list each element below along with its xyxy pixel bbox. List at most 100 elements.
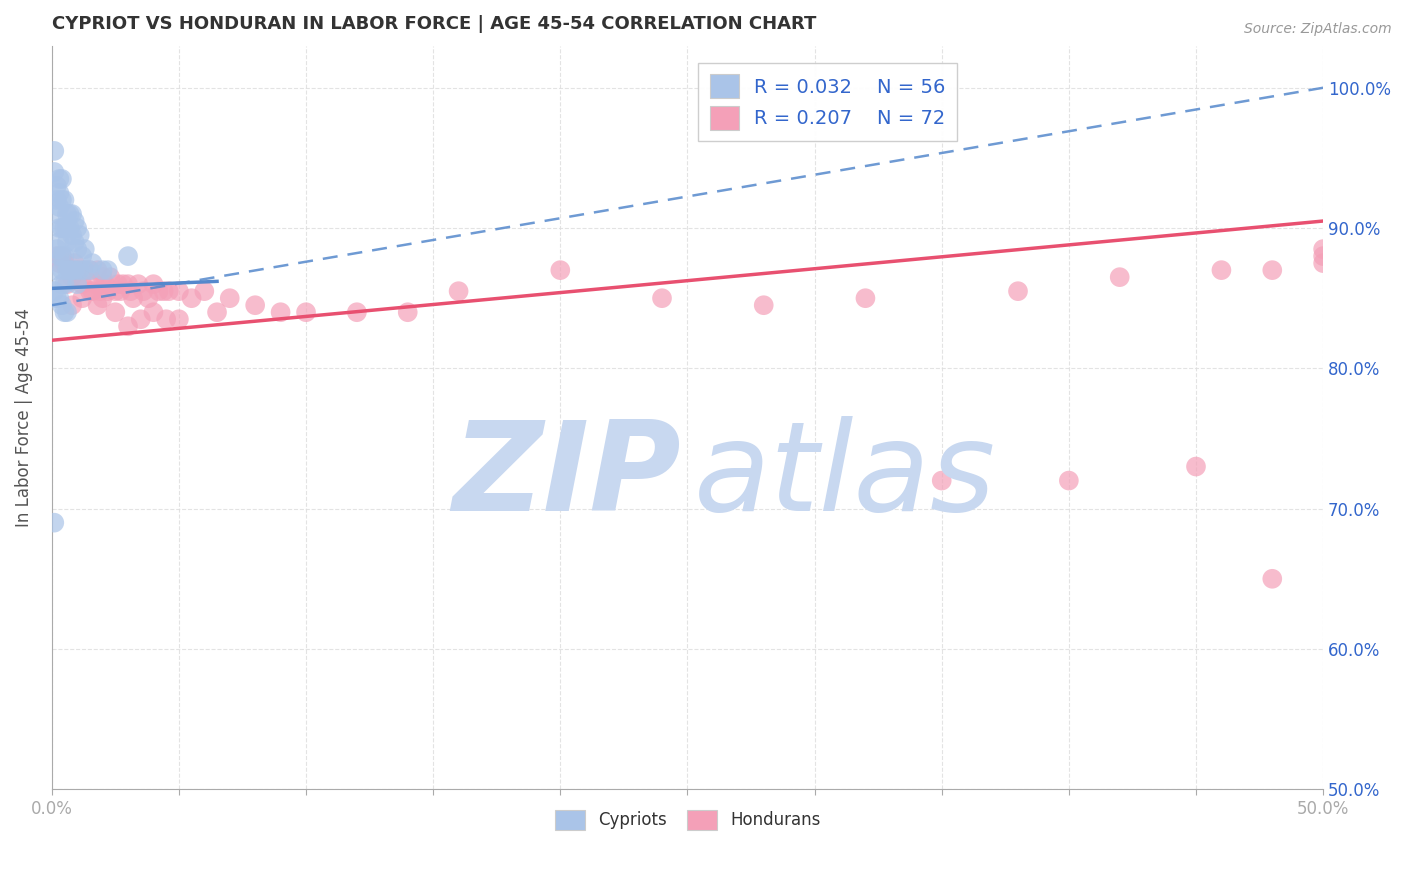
Point (66, 277, 89, 292)
Point (89, 284, 111, 298)
Point (60, 270, 83, 285)
Point (44, 144, 66, 158)
Point (45, 207, 67, 221)
Point (58, 263, 80, 277)
Point (58, 263, 80, 277)
Point (60, 207, 83, 221)
Point (1007, 284, 1029, 298)
Point (155, 312, 177, 326)
Point (73, 242, 96, 256)
Point (73, 263, 96, 277)
Point (58, 207, 80, 221)
Point (63, 263, 86, 277)
Point (45, 249, 67, 263)
Point (44, 284, 66, 298)
Point (120, 284, 142, 298)
Point (218, 291, 240, 305)
Point (72, 277, 94, 292)
Point (270, 305, 292, 319)
Point (69, 228, 91, 243)
Point (51, 193, 73, 207)
Point (243, 298, 266, 312)
Point (63, 235, 86, 249)
Point (79, 284, 101, 298)
Point (86, 298, 108, 312)
Point (132, 284, 155, 298)
Point (51, 249, 73, 263)
Point (60, 228, 83, 243)
Point (45, 291, 67, 305)
Point (48, 172, 70, 186)
Point (73, 263, 96, 277)
Point (51, 277, 73, 292)
Text: ZIP: ZIP (453, 417, 681, 537)
Point (117, 277, 139, 292)
Point (152, 284, 174, 298)
Point (651, 291, 673, 305)
Point (51, 298, 73, 312)
Point (44, 165, 66, 179)
Point (91, 263, 114, 277)
Point (45, 193, 67, 207)
Point (127, 277, 149, 292)
Point (45, 178, 67, 193)
Point (60, 263, 83, 277)
Point (48, 200, 70, 214)
Point (346, 305, 368, 319)
Point (107, 277, 129, 292)
Point (98, 270, 121, 285)
Point (117, 249, 139, 263)
Point (56, 305, 79, 319)
Point (53, 193, 76, 207)
Point (58, 221, 80, 235)
Point (66, 270, 89, 285)
Point (84, 277, 107, 292)
Point (142, 277, 165, 292)
Point (167, 284, 190, 298)
Point (94, 277, 117, 292)
Point (79, 263, 101, 277)
Point (1261, 572, 1284, 586)
Point (56, 263, 79, 277)
Point (56, 277, 79, 292)
Point (931, 474, 953, 488)
Point (82, 284, 104, 298)
Point (48, 256, 70, 270)
Point (1185, 459, 1208, 474)
Point (56, 207, 79, 221)
Point (142, 305, 165, 319)
Point (1261, 263, 1284, 277)
Point (91, 270, 114, 285)
Point (66, 242, 89, 256)
Point (69, 263, 91, 277)
Point (48, 235, 70, 249)
Point (104, 305, 127, 319)
Text: CYPRIOT VS HONDURAN IN LABOR FORCE | AGE 45-54 CORRELATION CHART: CYPRIOT VS HONDURAN IN LABOR FORCE | AGE… (52, 15, 815, 33)
Point (752, 298, 775, 312)
Point (97, 263, 120, 277)
Point (1108, 270, 1130, 285)
Point (180, 291, 202, 305)
Point (447, 284, 470, 298)
Point (51, 249, 73, 263)
Point (53, 277, 76, 292)
Text: atlas: atlas (693, 417, 995, 537)
Point (60, 298, 83, 312)
Point (63, 214, 86, 228)
Point (138, 291, 160, 305)
Point (56, 221, 79, 235)
Point (148, 284, 170, 298)
Point (1057, 474, 1080, 488)
Text: Source: ZipAtlas.com: Source: ZipAtlas.com (1244, 22, 1392, 37)
Point (167, 312, 190, 326)
Point (72, 291, 94, 305)
Point (86, 263, 108, 277)
Point (79, 263, 101, 277)
Point (63, 256, 86, 270)
Point (111, 277, 134, 292)
Point (44, 516, 66, 530)
Point (48, 186, 70, 200)
Point (205, 305, 228, 319)
Point (97, 284, 120, 298)
Point (1312, 249, 1334, 263)
